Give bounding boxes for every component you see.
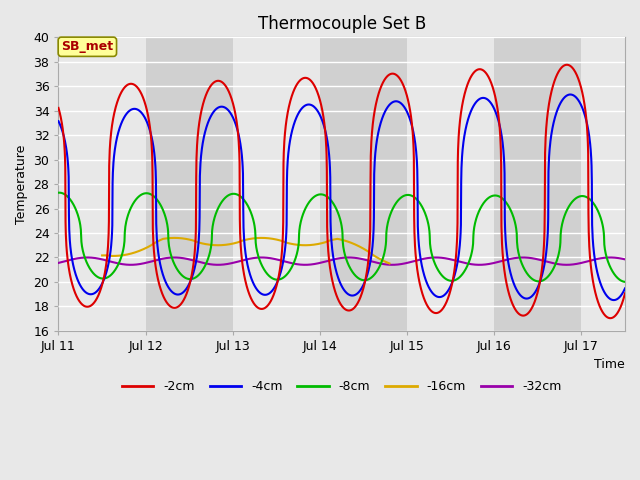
Bar [581,37,625,331]
Bar [581,37,640,331]
Bar [494,37,581,331]
Bar [320,37,407,331]
Y-axis label: Temperature: Temperature [15,144,28,224]
Legend: -2cm, -4cm, -8cm, -16cm, -32cm: -2cm, -4cm, -8cm, -16cm, -32cm [117,375,566,398]
Bar [58,37,146,331]
Title: Thermocouple Set B: Thermocouple Set B [258,15,426,33]
Text: SB_met: SB_met [61,40,113,53]
Bar [407,37,494,331]
Bar [146,37,233,331]
Bar [233,37,320,331]
X-axis label: Time: Time [595,359,625,372]
